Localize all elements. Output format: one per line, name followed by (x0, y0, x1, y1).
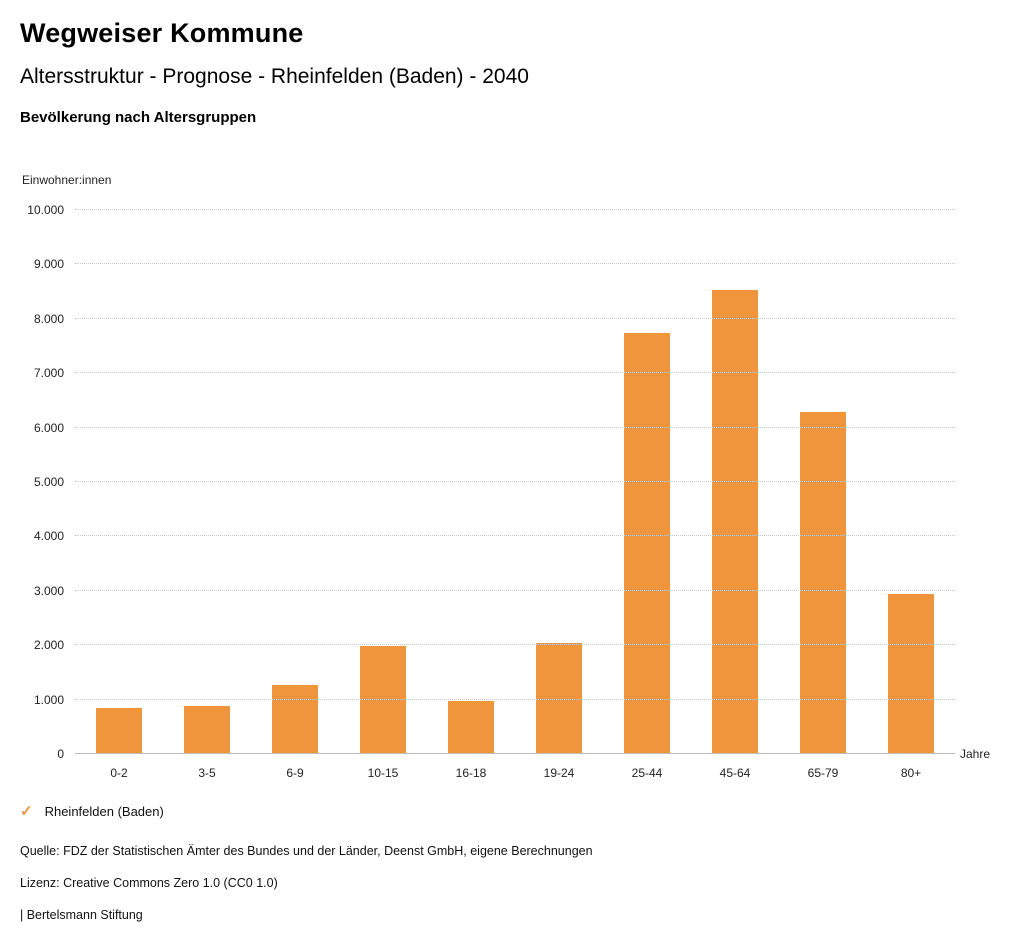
bar-65-79[interactable] (800, 412, 846, 754)
y-tick-label: 10.000 (27, 203, 64, 217)
footer: Quelle: FDZ der Statistischen Ämter des … (20, 844, 1000, 940)
bar-slot (867, 210, 955, 754)
y-tick-label: 9.000 (33, 257, 64, 272)
bar-3-5[interactable] (184, 705, 230, 754)
y-tick-label: 1.000 (33, 692, 64, 707)
x-tick-label: 6-9 (286, 766, 304, 780)
x-tick-label: 45-64 (719, 766, 751, 780)
bar-slot (691, 210, 779, 754)
attribution-text: | Bertelsmann Stiftung (20, 908, 143, 922)
y-tick-label: 6.000 (33, 420, 64, 435)
bar-slot (251, 210, 339, 754)
y-tick-label: 5.000 (33, 475, 64, 489)
legend[interactable]: ✓ Rheinfelden (Baden) (20, 804, 164, 819)
bar-slot (75, 210, 163, 754)
bar-10-15[interactable] (360, 646, 406, 754)
bar-slot (339, 210, 427, 754)
y-tick-label: 3.000 (33, 583, 64, 598)
chart-title: Bevölkerung nach Altersgruppen (20, 109, 257, 126)
y-tick-label: 4.000 (33, 529, 64, 544)
x-tick-label: 0-2 (110, 766, 128, 780)
page-subtitle: Altersstruktur - Prognose - Rheinfelden … (20, 65, 529, 88)
gridline (75, 372, 955, 374)
bar-slot (427, 210, 515, 754)
bar-25-44[interactable] (624, 332, 670, 754)
bar-16-18[interactable] (448, 700, 494, 754)
y-tick-label: 0 (57, 747, 64, 761)
x-tick-label: 65-79 (807, 766, 839, 780)
bar-slot (515, 210, 603, 754)
bar-slot (603, 210, 691, 754)
gridline (75, 644, 955, 646)
plot-area (75, 209, 955, 754)
page-title: Wegweiser Kommune (20, 18, 304, 48)
bar-80+[interactable] (888, 593, 934, 754)
bar-slot (163, 210, 251, 754)
y-tick-label: 8.000 (33, 311, 64, 326)
bar-19-24[interactable] (536, 643, 582, 754)
x-tick-label: 3-5 (198, 766, 216, 780)
header: Wegweiser Kommune Altersstruktur - Progn… (20, 18, 1000, 126)
bar-0-2[interactable] (96, 708, 142, 754)
bar-6-9[interactable] (272, 685, 318, 754)
y-axis-title: Einwohner:innen (22, 173, 112, 187)
x-tick-label: 10-15 (367, 766, 399, 780)
gridline (75, 481, 955, 482)
gridline (75, 426, 955, 428)
gridline (75, 317, 955, 319)
y-tick-label: 2.000 (33, 638, 64, 653)
x-tick-label: 80+ (900, 766, 922, 780)
bars (75, 210, 955, 754)
gridline (75, 209, 955, 210)
x-tick-label: 25-44 (631, 766, 663, 780)
x-axis-title: Jahre (960, 747, 991, 761)
y-axis-labels: 0 1.000 2.000 3.000 4.000 5.000 6.000 7.000 8.00… (0, 203, 64, 761)
legend-label: Rheinfelden (Baden) (44, 804, 164, 819)
gridline (75, 698, 955, 700)
gridline (75, 589, 955, 591)
license-text: Lizenz: Creative Commons Zero 1.0 (CC0 1… (20, 876, 278, 890)
bar-slot (779, 210, 867, 754)
check-icon: ✓ (20, 803, 33, 820)
x-tick-label: 16-18 (455, 766, 487, 780)
y-tick-label: 7.000 (33, 366, 64, 381)
gridline (75, 535, 955, 537)
bar-45-64[interactable] (712, 289, 758, 754)
gridline (75, 263, 955, 265)
x-tick-label: 19-24 (543, 766, 575, 780)
source-text: Quelle: FDZ der Statistischen Ämter des … (20, 844, 593, 858)
x-axis-labels: 0-2 3-5 6-9 10-15 16-18 19-24 25-44 45-64 65-79 8… (75, 760, 955, 780)
gridline (75, 753, 955, 754)
